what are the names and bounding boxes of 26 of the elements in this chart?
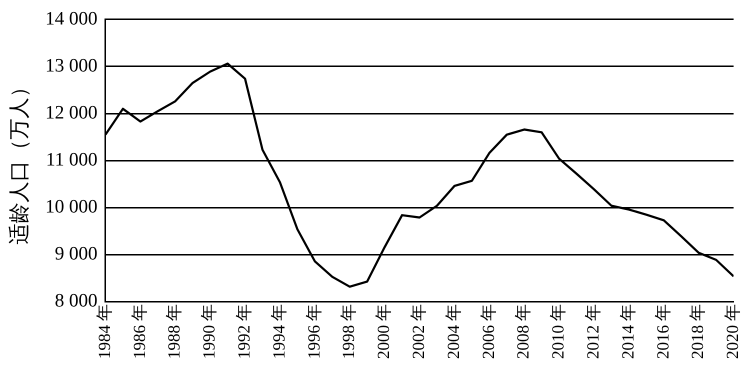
x-tick-label: 2002 年 <box>408 304 428 359</box>
x-tick-label: 1988 年 <box>164 304 184 359</box>
x-tick-label: 2014 年 <box>618 304 638 359</box>
x-tick-label: 2016 年 <box>653 304 672 359</box>
x-tick-label: 2006 年 <box>478 304 498 359</box>
y-tick-label: 10 000 <box>45 196 98 218</box>
x-tick-label: 1994 年 <box>269 304 288 359</box>
x-tick-label: 2012 年 <box>583 304 602 359</box>
x-tick-label: 2018 年 <box>688 304 708 359</box>
x-tick-label: 2004 年 <box>444 304 463 359</box>
y-tick-label: 11 000 <box>46 150 98 171</box>
x-tick-label: 2020 年 <box>723 304 742 359</box>
x-tick-label: 1996 年 <box>304 304 324 359</box>
x-tick-label: 1986 年 <box>130 304 149 359</box>
x-tick-label: 1990 年 <box>200 304 219 359</box>
x-tick-label: 2008 年 <box>514 304 533 359</box>
y-tick-label: 13 000 <box>45 55 98 76</box>
x-tick-label: 2000 年 <box>374 304 394 359</box>
y-tick-label: 14 000 <box>45 8 98 30</box>
y-tick-label: 12 000 <box>45 102 98 124</box>
x-tick-label: 1998 年 <box>339 304 358 359</box>
y-tick-label: 8 000 <box>54 290 98 312</box>
x-tick-label: 2010 年 <box>548 304 568 359</box>
y-tick-label: 9 000 <box>54 244 98 265</box>
x-tick-label: 1992 年 <box>234 304 254 359</box>
y-axis-title: 适龄人口（万人） <box>7 76 32 245</box>
